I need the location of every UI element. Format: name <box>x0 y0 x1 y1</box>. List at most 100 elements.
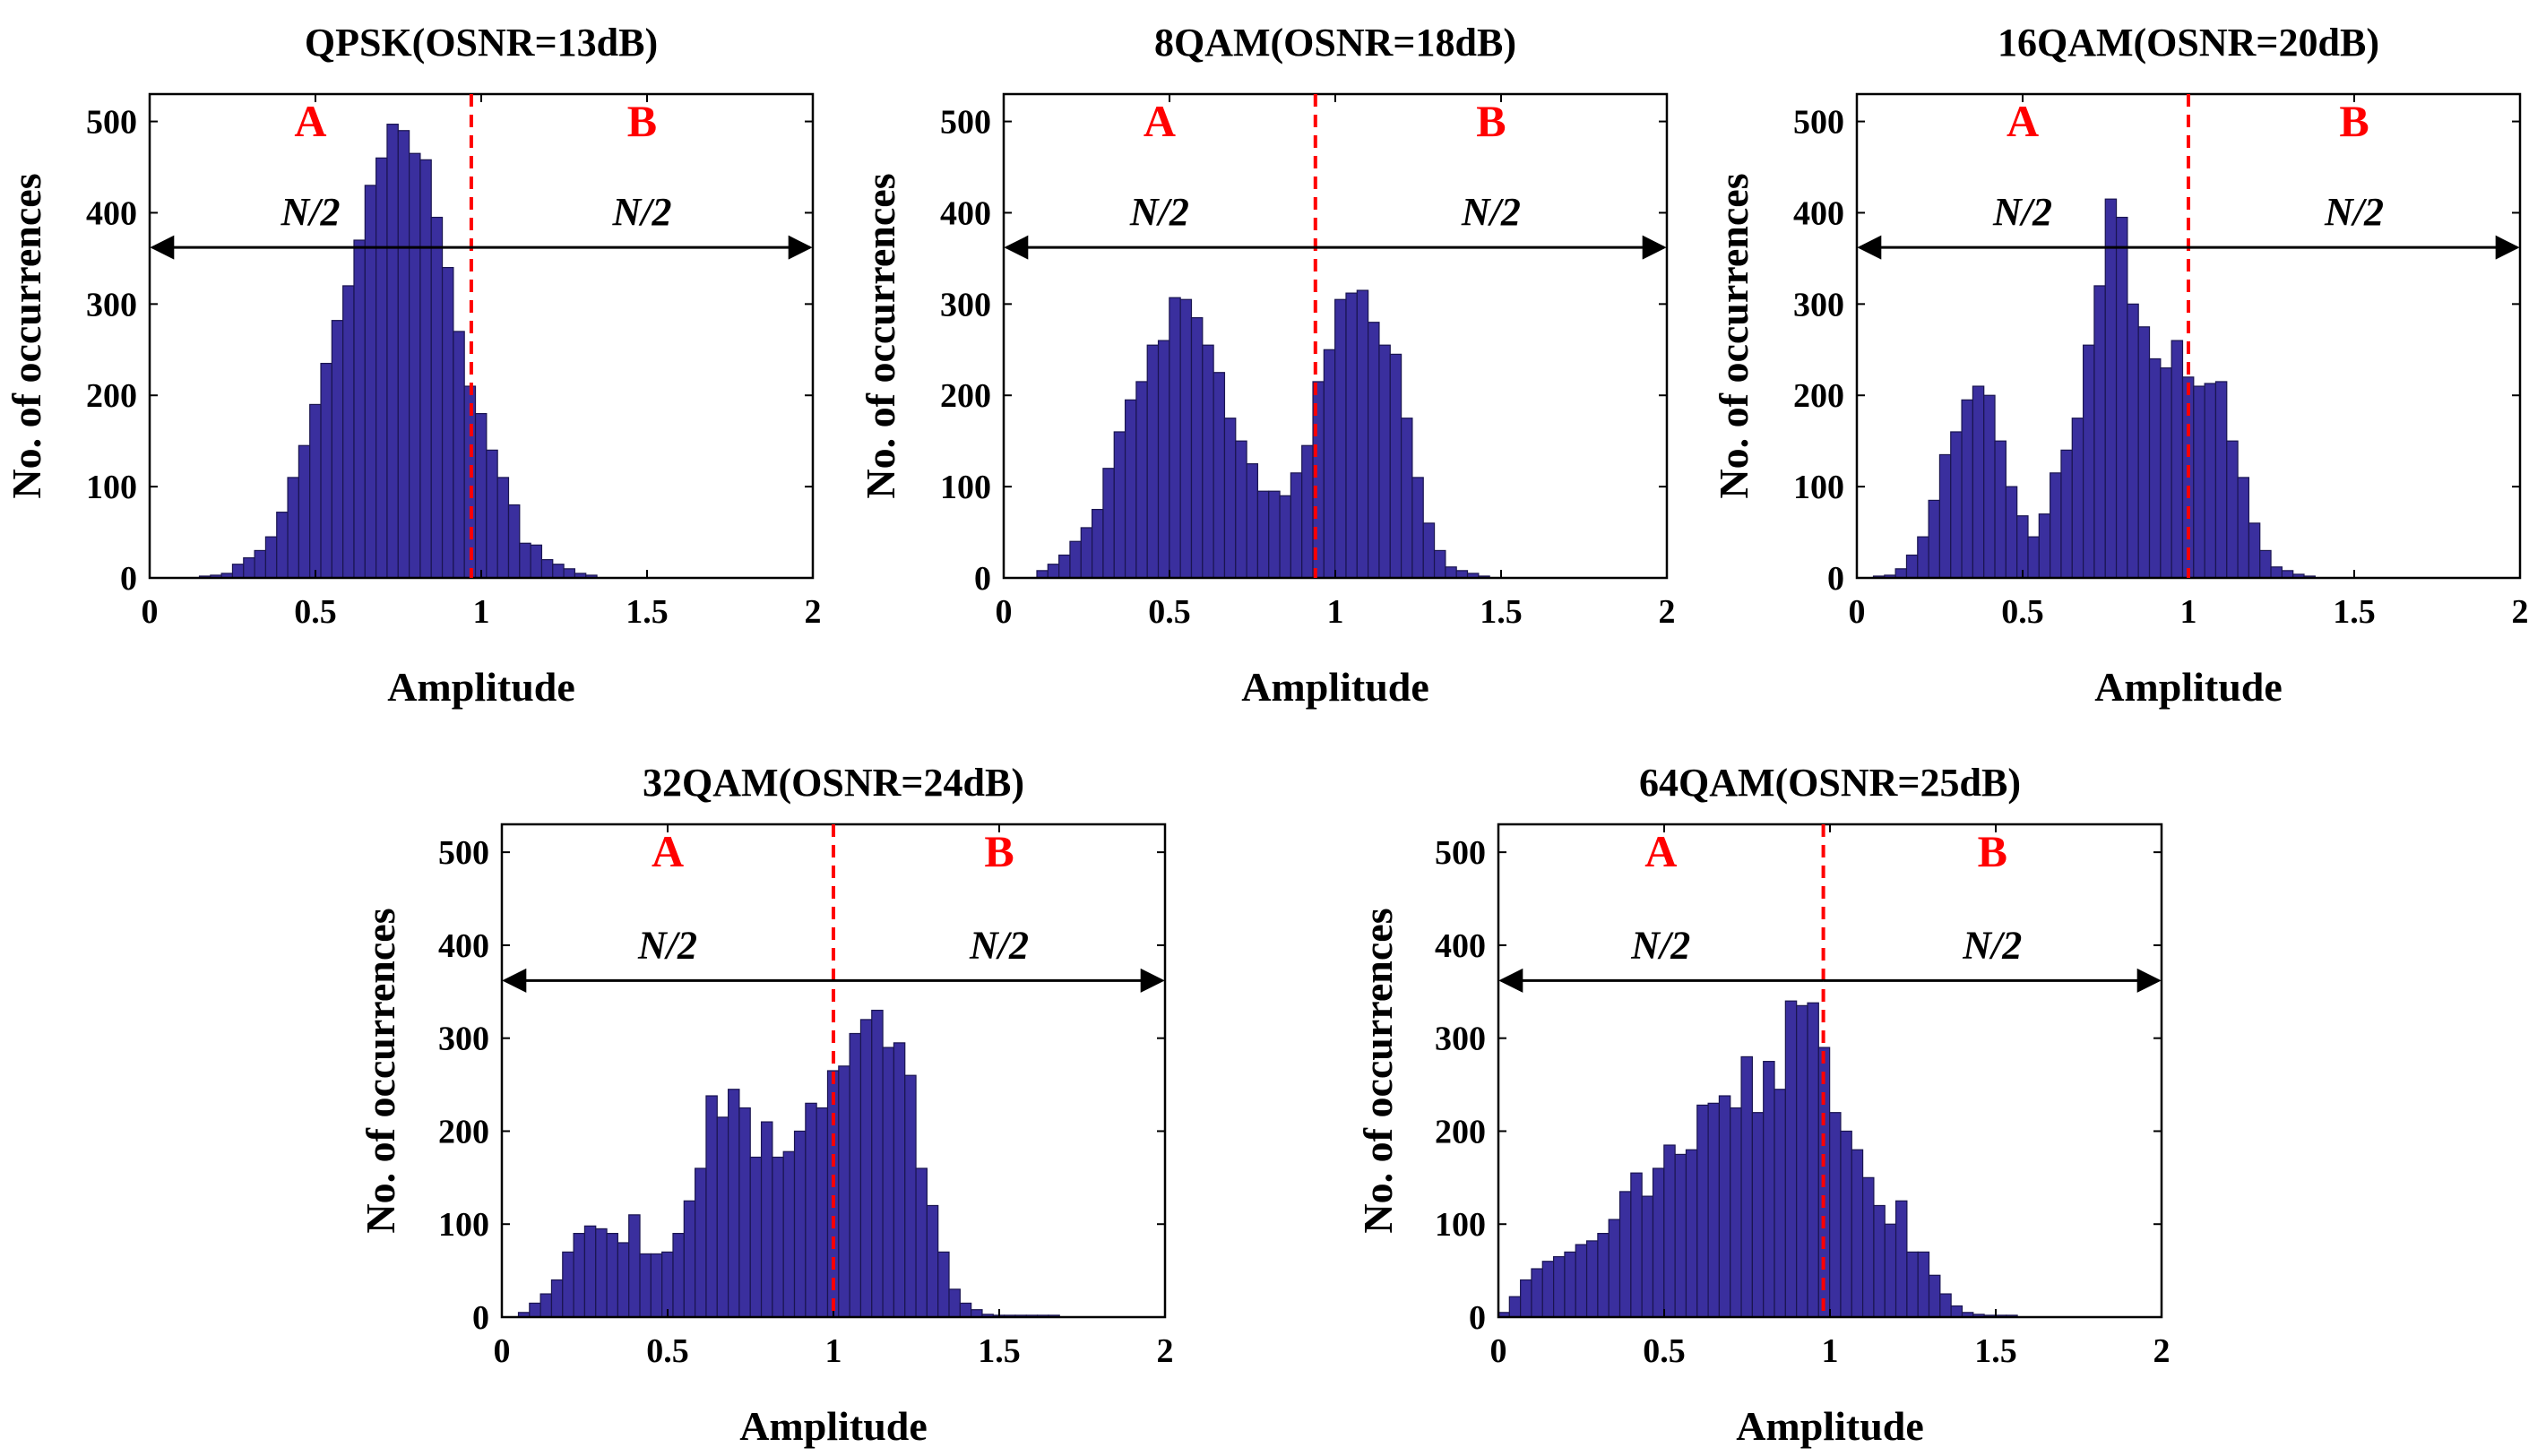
x-tick-label: 0.5 <box>2001 593 2044 631</box>
histogram-bar <box>1080 527 1093 579</box>
histogram-bar <box>552 564 565 579</box>
histogram-bar <box>1575 1244 1588 1318</box>
region-label-a: A <box>2007 96 2039 146</box>
y-tick-label: 200 <box>438 1113 489 1150</box>
x-axis-label: Amplitude <box>2094 664 2283 710</box>
histogram-bar <box>409 152 421 579</box>
histogram-bar <box>1950 431 1963 579</box>
histogram-bar <box>871 1009 884 1318</box>
histogram-bar <box>1190 317 1204 579</box>
histogram-bar <box>287 477 299 579</box>
histogram-bar <box>1928 499 1941 579</box>
y-tick-label: 200 <box>940 377 991 415</box>
panel-8qam: 8QAM(OSNR=18dB) Amplitude No. of occurre… <box>858 21 1676 710</box>
histogram-bar <box>1884 1223 1897 1318</box>
histogram-bar <box>959 1302 972 1318</box>
histogram-bar <box>1938 453 1952 579</box>
y-tick-label: 300 <box>940 286 991 323</box>
plot-area: 0 0.5 1 1.5 2 0 100 200 300 400 500 N/2 N/2 A B <box>1793 92 2529 631</box>
histogram-bar <box>1730 1107 1742 1318</box>
histogram-bar <box>2193 385 2205 579</box>
histogram-bar <box>1707 1102 1721 1318</box>
histogram-bar <box>2083 344 2095 579</box>
y-tick-label: 0 <box>974 560 991 598</box>
y-tick-label: 500 <box>438 834 489 872</box>
histogram-bar <box>441 266 454 579</box>
panel-32qam: 32QAM(OSNR=24dB) Amplitude No. of occurr… <box>358 761 1174 1449</box>
half-label-left: N/2 <box>637 923 697 967</box>
region-label-b: B <box>2339 96 2369 146</box>
histogram-bar <box>937 1251 950 1318</box>
half-label-left: N/2 <box>1129 190 1189 234</box>
histogram-bar <box>948 1288 961 1318</box>
histogram-bar <box>562 1251 574 1318</box>
histogram-bar <box>793 1130 807 1318</box>
histogram-bar <box>530 544 543 579</box>
histogram-bar <box>661 1251 674 1318</box>
histogram-bar <box>1508 1296 1522 1318</box>
histogram-bar <box>430 216 444 579</box>
histogram-bar <box>1763 1061 1775 1318</box>
histogram-bar <box>486 449 498 579</box>
histogram-bar <box>2259 549 2272 579</box>
histogram-bar <box>760 1121 773 1318</box>
histogram-bar <box>2005 486 2018 579</box>
histogram-bar <box>1047 564 1060 579</box>
x-tick-label: 0 <box>142 593 159 631</box>
histogram-bar <box>2093 285 2106 579</box>
histogram-bar <box>2137 326 2151 579</box>
y-axis-label: No. of occurrences <box>4 173 49 498</box>
histogram-bar <box>738 1107 751 1318</box>
histogram-bar <box>1092 508 1104 579</box>
x-tick-label: 0.5 <box>646 1332 689 1370</box>
histogram-bar <box>1774 1089 1786 1318</box>
panel-title: QPSK(OSNR=13dB) <box>305 21 658 65</box>
histogram-bar <box>1553 1255 1566 1318</box>
histogram-bar <box>1597 1232 1610 1318</box>
histogram-bar <box>1894 1200 1908 1318</box>
histogram-bar <box>364 185 377 579</box>
histogram-bar <box>1223 418 1237 579</box>
x-tick-label: 2 <box>2153 1332 2171 1370</box>
x-tick-label: 2 <box>1659 593 1676 631</box>
histogram-bar <box>1378 344 1391 579</box>
y-tick-label: 100 <box>1793 469 1844 506</box>
x-tick-label: 0 <box>1490 1332 1507 1370</box>
histogram-bar <box>639 1253 652 1318</box>
y-tick-label: 100 <box>940 469 991 506</box>
histogram-bar <box>1356 289 1369 579</box>
x-tick-label: 0 <box>996 593 1013 631</box>
histogram-bar <box>1334 298 1347 579</box>
panel-title: 64QAM(OSNR=25dB) <box>1639 761 2021 805</box>
half-label-right: N/2 <box>1461 190 1521 234</box>
histogram-bar <box>1873 1204 1886 1318</box>
x-tick-label: 1.5 <box>978 1332 1021 1370</box>
x-axis-label: Amplitude <box>1736 1403 1924 1449</box>
y-tick-label: 500 <box>86 104 137 142</box>
histogram-bar <box>1564 1251 1576 1318</box>
half-label-left: N/2 <box>280 190 340 234</box>
histogram-bar <box>353 239 366 579</box>
y-tick-label: 200 <box>1435 1113 1486 1150</box>
y-axis-label: No. of occurrences <box>358 908 403 1233</box>
histogram-bar <box>1851 1149 1864 1318</box>
plot-area: 0 0.5 1 1.5 2 0 100 200 300 400 500 N/2 N/2 A B <box>940 92 1676 631</box>
half-label-right: N/2 <box>2324 190 2384 234</box>
histogram-bar <box>1796 1004 1808 1318</box>
histogram-bar <box>1422 522 1436 579</box>
histogram-bar <box>1829 1112 1842 1318</box>
histogram-bar <box>2148 358 2162 579</box>
y-tick-label: 300 <box>1435 1021 1486 1058</box>
histogram-bar <box>1840 1130 1852 1318</box>
x-tick-label: 1 <box>473 593 490 631</box>
histogram-bar <box>375 157 388 579</box>
x-tick-label: 2 <box>1157 1332 1174 1370</box>
histogram-bar <box>1630 1172 1643 1318</box>
half-label-left: N/2 <box>1630 923 1690 967</box>
half-label-right: N/2 <box>1962 923 2022 967</box>
histogram-bar <box>231 564 245 579</box>
histogram-bar <box>859 1019 873 1318</box>
histogram-bar <box>1169 297 1181 579</box>
histogram-bar <box>1917 1251 1930 1318</box>
histogram-bar <box>342 285 355 579</box>
